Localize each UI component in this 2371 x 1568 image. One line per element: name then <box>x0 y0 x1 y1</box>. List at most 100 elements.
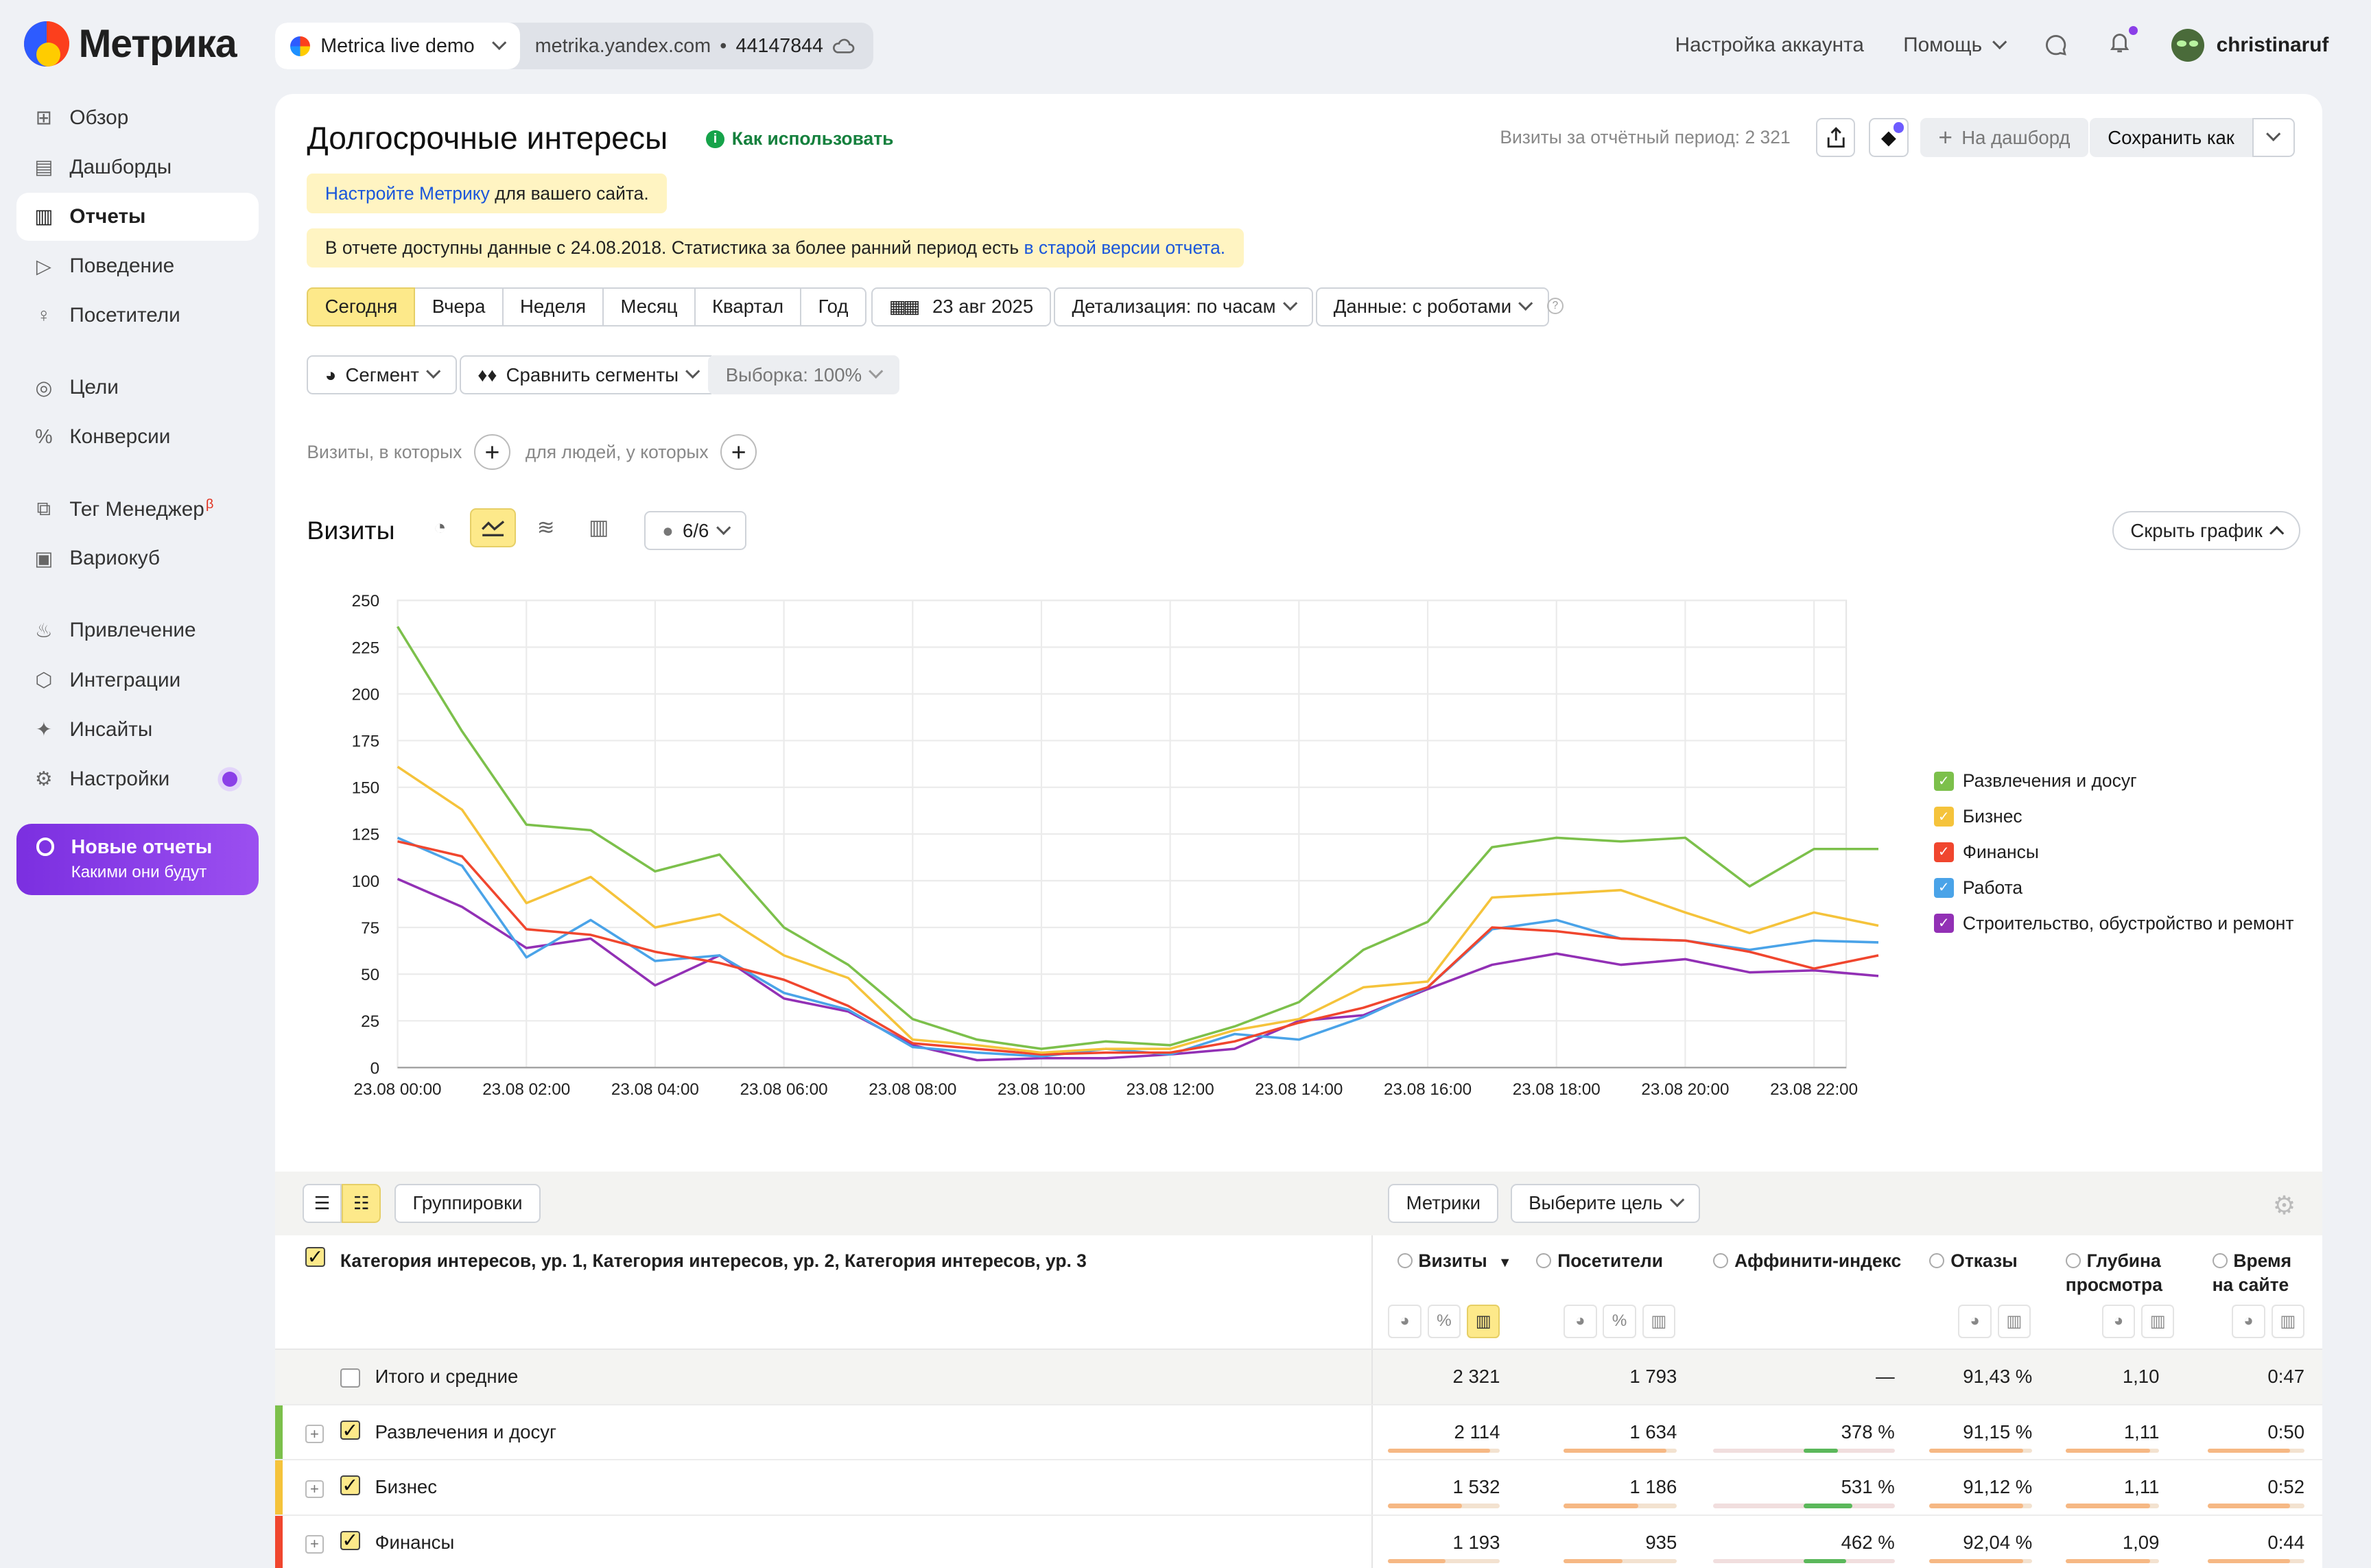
sidebar-item-behavior[interactable]: ▷ Поведение <box>16 242 259 291</box>
sidebar-item-acquisition[interactable]: ♨ Привлечение <box>16 606 259 655</box>
pie-icon[interactable]: ◕ <box>2232 1305 2265 1338</box>
counter-icon <box>290 36 310 56</box>
expand-row-button[interactable]: + <box>305 1425 324 1443</box>
col-visits-header[interactable]: Визиты ▼ <box>1397 1249 1511 1275</box>
account-settings-link[interactable]: Настройка аккаунта <box>1675 34 1864 57</box>
legend-item[interactable]: ✓ Развлечения и досуг <box>1934 763 2293 799</box>
row-checkbox[interactable]: ✓ <box>340 1530 360 1552</box>
sidebar-item-dashboards[interactable]: ▤ Дашборды <box>16 143 259 192</box>
tree-view-button[interactable]: ☷ <box>342 1183 381 1224</box>
notifications-button[interactable] <box>2108 25 2138 60</box>
add-people-filter-button[interactable]: + <box>720 433 757 471</box>
legend-checkbox-icon: ✓ <box>1934 842 1954 862</box>
col-bounce-header[interactable]: Отказы <box>1929 1249 2018 1273</box>
sidebar-item-settings[interactable]: ⚙ Настройки <box>16 755 259 803</box>
sidebar-item-variocube[interactable]: ▣ Вариокуб <box>16 534 259 583</box>
save-as-button[interactable]: Сохранить как <box>2090 117 2253 158</box>
select-all-checkbox[interactable]: ✓ <box>305 1246 325 1268</box>
col-depth-header[interactable]: Глубина просмотра <box>2065 1249 2162 1298</box>
how-to-use-link[interactable]: i Как использовать <box>706 128 893 150</box>
sidebar-item-reports[interactable]: ▥ Отчеты <box>16 192 259 241</box>
period-yesterday[interactable]: Вчера <box>415 287 504 327</box>
username: christinaruf <box>2216 34 2329 57</box>
add-visit-filter-button[interactable]: + <box>473 433 510 471</box>
counter-dropdown[interactable]: Metrica live demo <box>275 23 520 70</box>
cell-visits: 1 532 <box>1452 1476 1500 1498</box>
sample-dropdown[interactable]: Выборка: 100% <box>707 355 899 395</box>
pie-icon[interactable]: ◕ <box>1388 1305 1422 1338</box>
area-chart-icon[interactable]: ≋ <box>536 515 555 540</box>
row-checkbox[interactable] <box>340 1368 360 1388</box>
chat-icon[interactable] <box>2044 33 2068 57</box>
expand-row-button[interactable]: + <box>305 1535 324 1554</box>
affinity-fill <box>1804 1558 1846 1564</box>
pie-icon[interactable]: ◕ <box>1958 1305 1992 1338</box>
legend-item[interactable]: ✓ Бизнес <box>1934 799 2293 835</box>
export-button[interactable] <box>1816 117 1856 158</box>
expand-row-button[interactable]: + <box>305 1480 324 1499</box>
app-logo[interactable]: Метрика <box>24 21 237 67</box>
sidebar-item-integrations[interactable]: ⬡ Интеграции <box>16 656 259 704</box>
goal-dropdown[interactable]: Выберите цель <box>1510 1183 1701 1224</box>
series-count-label: 6/6 <box>683 519 709 541</box>
date-picker[interactable]: ▦▦ 23 авг 2025 <box>871 287 1052 327</box>
list-view-button[interactable]: ☰ <box>302 1183 342 1224</box>
ai-assistant-button[interactable]: ◆ <box>1869 117 1909 158</box>
row-color-stripe <box>275 1460 283 1514</box>
bar-icon[interactable]: ▥ <box>1642 1305 1676 1338</box>
period-year[interactable]: Год <box>801 287 866 327</box>
bar-icon[interactable]: ▥ <box>2140 1305 2175 1338</box>
groupings-button[interactable]: Группировки <box>394 1183 541 1224</box>
sidebar-item-conversions[interactable]: % Конверсии <box>16 413 259 462</box>
pie-chart-icon[interactable]: ◔ <box>434 515 447 540</box>
col-affinity-header[interactable]: Аффинити-индекс <box>1713 1249 1901 1273</box>
period-week[interactable]: Неделя <box>503 287 604 327</box>
table-row: + ✓ Развлечения и досуг 2 114 1 634 378 % 91,1… <box>275 1405 2323 1461</box>
col-visitors-header[interactable]: Посетители <box>1536 1249 1663 1273</box>
sidebar-item-tag-manager[interactable]: ⧉ Тег Менеджер β <box>16 485 259 534</box>
pie-icon[interactable]: ◕ <box>1564 1305 1597 1338</box>
bar-chart-icon[interactable]: ▥ <box>589 515 609 540</box>
counter-selector[interactable]: Metrica live demo metrika.yandex.com • 4… <box>275 23 873 70</box>
bar-icon[interactable]: ▥ <box>1466 1305 1500 1338</box>
row-checkbox[interactable]: ✓ <box>340 1475 360 1497</box>
legend-item[interactable]: ✓ Работа <box>1934 870 2293 905</box>
compare-segments-dropdown[interactable]: ♦♦ Сравнить сегменты <box>460 355 716 395</box>
row-checkbox[interactable]: ✓ <box>340 1420 360 1442</box>
sidebar-item-visitors[interactable]: ♀ Посетители <box>16 292 259 340</box>
cell-affinity: 531 % <box>1841 1476 1895 1498</box>
metrics-button[interactable]: Метрики <box>1388 1183 1499 1224</box>
series-count-dropdown[interactable]: ● 6/6 <box>644 510 747 551</box>
col-time-header[interactable]: Время на сайте <box>2212 1249 2291 1298</box>
help-icon[interactable]: ? <box>1546 298 1564 315</box>
help-menu[interactable]: Помощь <box>1903 34 2007 57</box>
percent-icon[interactable]: % <box>1603 1305 1636 1338</box>
legend-item[interactable]: ✓ Строительство, обустройство и ремонт <box>1934 905 2294 941</box>
percent-icon[interactable]: % <box>1427 1305 1461 1338</box>
bar-icon[interactable]: ▥ <box>2271 1305 2305 1338</box>
sidebar-item-goals[interactable]: ◎ Цели <box>16 364 259 412</box>
legend-item[interactable]: ✓ Финансы <box>1934 835 2293 870</box>
segment-dropdown[interactable]: ◕ Сегмент <box>307 355 457 395</box>
row-label: Развлечения и досуг <box>375 1421 557 1442</box>
line-chart-icon[interactable] <box>470 508 516 547</box>
period-month[interactable]: Месяц <box>604 287 696 327</box>
user-menu[interactable]: christinaruf <box>2171 28 2329 62</box>
add-to-dashboard-button[interactable]: + На дашборд <box>1920 117 2088 158</box>
data-mode-dropdown[interactable]: Данные: с роботами <box>1315 287 1549 327</box>
sidebar-item-insights[interactable]: ✦ Инсайты <box>16 705 259 754</box>
affinity-bar <box>1713 1504 1895 1508</box>
pie-icon[interactable]: ◕ <box>2101 1305 2136 1338</box>
bar-icon[interactable]: ▥ <box>1997 1305 2031 1338</box>
period-quarter[interactable]: Квартал <box>695 287 802 327</box>
hide-chart-button[interactable]: Скрыть график <box>2112 510 2300 551</box>
new-reports-promo[interactable]: Новые отчеты Какими они будут <box>16 824 259 895</box>
period-today[interactable]: Сегодня <box>307 287 416 327</box>
sidebar-item-overview[interactable]: ⊞ Обзор <box>16 94 259 143</box>
detail-dropdown[interactable]: Детализация: по часам <box>1054 287 1314 327</box>
table-settings-gear-icon[interactable]: ⚙ <box>2272 1190 2296 1220</box>
visits-share-fill <box>1388 1558 1446 1564</box>
setup-link[interactable]: Настройте Метрику <box>325 182 490 204</box>
save-as-dropdown[interactable] <box>2252 117 2295 158</box>
old-version-link[interactable]: в старой версии отчета. <box>1024 237 1226 258</box>
